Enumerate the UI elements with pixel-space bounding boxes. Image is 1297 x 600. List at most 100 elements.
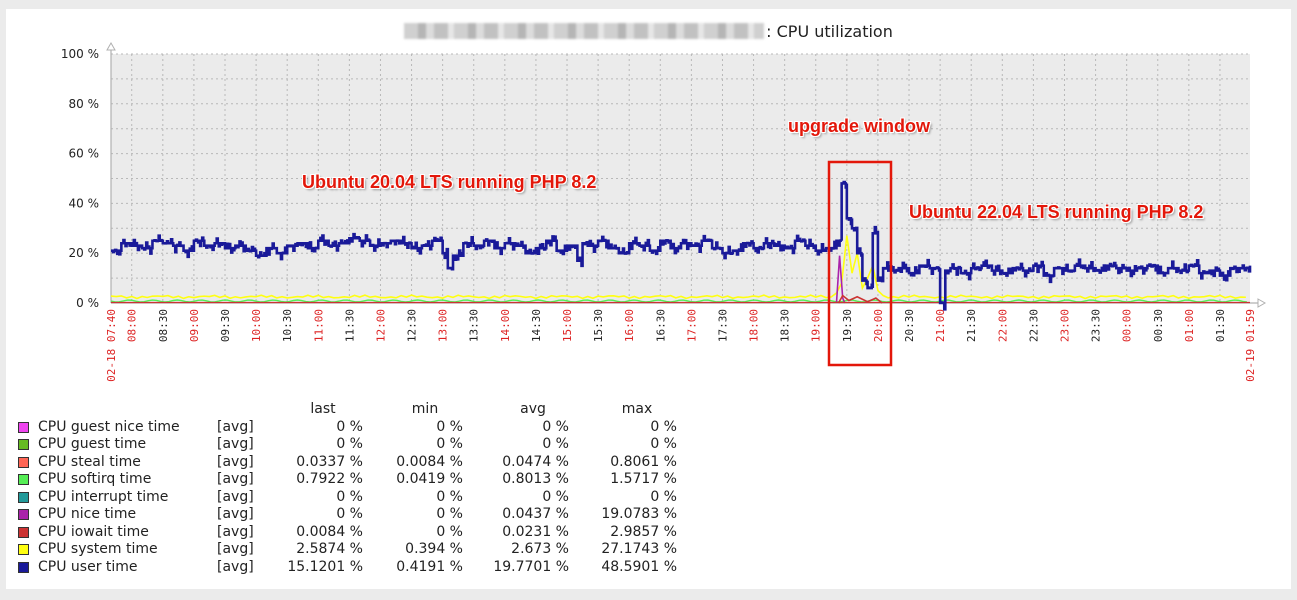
series-last: 15.1201 %: [287, 558, 363, 575]
series-avg: 0.0231 %: [502, 523, 569, 540]
series-max: 27.1743 %: [601, 541, 677, 557]
series-function: [avg]: [217, 471, 254, 487]
x-tick-label: 08:30: [157, 309, 170, 342]
y-tick-label: 100 %: [61, 47, 99, 61]
cpu-utilization-chart: 02-18 07:40 08:00 08:30 09:00 09:30 10:00 10:3…: [61, 41, 1267, 382]
series-max: 0.8061 %: [610, 453, 677, 470]
x-tick-label: 22:30: [1027, 309, 1040, 342]
series-avg: 0 %: [542, 488, 569, 505]
x-tick-label: 01:30: [1214, 309, 1227, 342]
y-tick-label: 40 %: [69, 196, 100, 210]
x-tick-label: 00:00: [1121, 309, 1134, 342]
series-color-swatch: [18, 561, 29, 573]
series-name: CPU nice time: [38, 506, 137, 522]
x-tick-label: 23:30: [1090, 309, 1103, 342]
x-tick-label: 00:30: [1152, 309, 1165, 342]
x-tick-label: 11:30: [343, 309, 356, 342]
annotation-upgrade-window: upgrade window: [788, 116, 930, 136]
legend-header-max: max: [621, 401, 653, 417]
y-tick-label: 60 %: [69, 147, 100, 161]
plot-area: [111, 54, 1250, 303]
graph-title-text: : CPU utilization: [766, 22, 893, 41]
series-min: 0.4191 %: [396, 558, 463, 575]
x-tick-label: 13:30: [468, 309, 481, 342]
series-function: [avg]: [217, 488, 254, 505]
x-tick-label: 01:00: [1183, 309, 1196, 342]
series-color-swatch: [18, 421, 29, 433]
x-tick-label: 12:30: [406, 309, 419, 342]
series-max: 0 %: [650, 436, 677, 452]
series-name: CPU system time: [38, 541, 158, 557]
series-avg: 0 %: [542, 418, 569, 435]
series-color-swatch: [18, 491, 29, 503]
x-tick-label: 14:30: [530, 309, 543, 342]
series-min: 0 %: [436, 418, 463, 435]
legend-header-avg: avg: [520, 401, 546, 417]
x-tick-label: 19:00: [810, 309, 823, 342]
x-tick-label: 16:30: [654, 309, 667, 342]
series-name: CPU steal time: [38, 453, 141, 470]
x-tick-label: 20:00: [872, 309, 885, 342]
series-function: [avg]: [217, 558, 254, 575]
x-tick-label: 17:00: [685, 309, 698, 342]
x-tick-label: 19:30: [841, 309, 854, 342]
series-color-swatch: [18, 439, 29, 450]
x-tick-label: 15:00: [561, 309, 574, 342]
x-tick-label: 12:00: [374, 309, 387, 342]
redacted-host-name: [404, 23, 765, 39]
x-tick-label: 17:30: [716, 309, 729, 342]
series-function: [avg]: [217, 418, 254, 435]
series-max: 1.5717 %: [610, 471, 677, 487]
x-tick-label: 20:30: [903, 309, 916, 342]
x-tick-label: 10:30: [281, 309, 294, 342]
series-name: CPU interrupt time: [38, 488, 169, 505]
x-tick-label: 15:30: [592, 309, 605, 342]
x-tick-label: 02-19 01:59: [1244, 309, 1257, 382]
series-name: CPU user time: [38, 558, 138, 575]
series-min: 0.394 %: [405, 541, 463, 557]
x-tick-label: 08:00: [126, 309, 139, 342]
x-tick-label: 14:00: [499, 309, 512, 342]
series-max: 0 %: [650, 418, 677, 435]
series-avg: 0.8013 %: [502, 471, 569, 487]
x-tick-label: 10:00: [250, 309, 263, 342]
y-axis-arrow-icon: [106, 41, 116, 51]
series-avg: 0 %: [542, 436, 569, 452]
series-function: [avg]: [217, 523, 254, 540]
y-tick-label: 80 %: [69, 97, 100, 111]
upgrade-window-box: [827, 160, 893, 367]
graph-title: : CPU utilization: [0, 22, 1297, 41]
series-max: 0 %: [650, 488, 677, 505]
x-tick-label: 09:00: [188, 309, 201, 342]
legend-header-last: last: [310, 401, 336, 417]
series-last: 0.0084 %: [296, 523, 363, 540]
series-color-swatch: [18, 456, 29, 468]
series-max: 2.9857 %: [610, 523, 677, 540]
series-cpu-user-time: [111, 180, 1252, 311]
x-axis-arrow-icon: [1257, 298, 1267, 308]
series-last: 0 %: [336, 418, 363, 435]
series-name: CPU guest time: [38, 436, 147, 452]
series-last: 2.5874 %: [296, 541, 363, 557]
series-max: 19.0783 %: [601, 506, 677, 522]
x-tick-label: 18:00: [748, 309, 761, 342]
x-tick-label: 21:00: [934, 309, 947, 342]
x-tick-label: 02-18 07:40: [105, 309, 118, 382]
series-function: [avg]: [217, 436, 254, 452]
annotation-before-upgrade: Ubuntu 20.04 LTS running PHP 8.2: [302, 172, 597, 192]
series-avg: 2.673 %: [511, 541, 569, 557]
series-min: 0 %: [436, 436, 463, 452]
series-last: 0.0337 %: [296, 453, 363, 470]
series-color-swatch: [18, 509, 29, 520]
series-name: CPU softirq time: [38, 471, 152, 487]
series-max: 48.5901 %: [601, 558, 677, 575]
series-min: 0 %: [436, 488, 463, 505]
series-last: 0 %: [336, 506, 363, 522]
x-tick-label: 13:00: [437, 309, 450, 342]
series-min: 0 %: [436, 523, 463, 540]
series-function: [avg]: [217, 453, 254, 470]
series-color-swatch: [18, 474, 29, 485]
series-avg: 0.0437 %: [502, 506, 569, 522]
x-tick-label: 16:00: [623, 309, 636, 342]
y-tick-label: 20 %: [69, 246, 100, 260]
